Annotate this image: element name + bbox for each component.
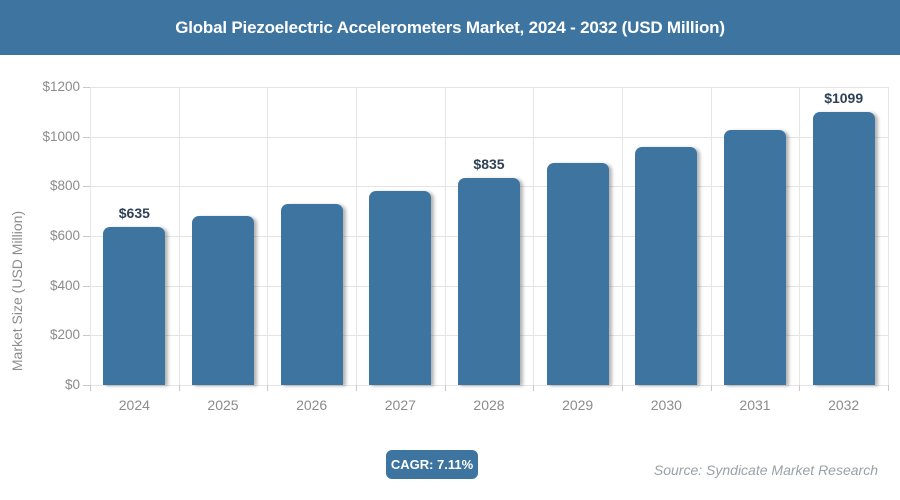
x-axis-tick (90, 385, 91, 391)
gridline-vertical (356, 87, 357, 385)
x-axis-tick (178, 385, 180, 391)
x-axis-tick (356, 385, 357, 391)
x-axis-category-label: 2024 (118, 397, 150, 413)
x-axis-tick (444, 385, 446, 391)
gridline-vertical (888, 87, 889, 385)
bar-2025 (192, 216, 254, 385)
bar-2032 (812, 112, 875, 385)
page-title: Global Piezoelectric Accelerometers Mark… (175, 17, 725, 37)
y-axis-tick (83, 87, 90, 88)
bar-value-label: $835 (473, 155, 505, 172)
gridline-vertical (622, 87, 623, 385)
y-axis-tick-label: $1000 (42, 128, 80, 144)
x-axis-category-label: 2025 (207, 397, 239, 413)
y-axis-tick-label: $0 (64, 377, 80, 392)
chart-title-bar: Global Piezoelectric Accelerometers Mark… (0, 0, 900, 55)
x-axis-category-label: 2028 (473, 397, 505, 413)
x-axis-category-label: 2030 (650, 397, 682, 413)
gridline-vertical (710, 87, 712, 385)
gridline-horizontal (90, 136, 888, 138)
y-axis-tick (83, 335, 90, 337)
y-axis-tick-label: $400 (49, 277, 80, 293)
bar-2031 (724, 130, 786, 385)
bar-2026 (280, 204, 343, 385)
bar-2030 (635, 147, 698, 385)
y-axis-tick (83, 236, 90, 237)
gridline-vertical (533, 87, 535, 385)
y-axis-tick (83, 385, 90, 386)
x-axis-tick (267, 385, 269, 391)
bar-chart: Market Size (USD Million) $0 $200 $400 $600… (0, 55, 900, 430)
y-axis-tick-label: $1200 (42, 79, 80, 94)
y-axis-tick-label: $200 (49, 327, 80, 343)
x-axis-category-label: 2027 (384, 397, 416, 413)
x-axis-category-label: 2031 (739, 397, 771, 413)
x-axis-tick (533, 385, 535, 391)
y-axis-tick (83, 186, 90, 188)
source-note: Source: Syndicate Market Research (653, 462, 878, 478)
y-axis-tick (83, 285, 90, 287)
bar-2029 (546, 162, 609, 385)
gridline-horizontal (90, 87, 888, 88)
x-axis-tick (710, 385, 712, 391)
bar-2027 (369, 191, 432, 385)
y-axis-tick-label: $600 (49, 228, 80, 243)
x-axis-tick (622, 385, 623, 391)
y-axis-tick-label: $800 (49, 178, 80, 194)
x-axis-category-label: 2026 (296, 397, 328, 413)
y-axis-tick (83, 136, 90, 138)
gridline-vertical (267, 87, 269, 385)
gridline-vertical (799, 87, 801, 385)
x-axis-category-label: 2032 (828, 397, 860, 413)
gridline-vertical (90, 87, 91, 385)
bar-2028 (458, 177, 520, 385)
bar-2024 (103, 227, 166, 385)
bar-value-label: $1099 (824, 90, 864, 107)
cagr-badge: CAGR: 7.11% (386, 450, 478, 479)
gridline-horizontal (90, 385, 888, 386)
gridline-vertical (444, 87, 446, 385)
gridline-vertical (178, 87, 180, 385)
x-axis-category-label: 2029 (562, 397, 594, 413)
x-axis-tick (888, 385, 889, 391)
bar-value-label: $635 (118, 205, 150, 222)
x-axis-tick (799, 385, 801, 391)
